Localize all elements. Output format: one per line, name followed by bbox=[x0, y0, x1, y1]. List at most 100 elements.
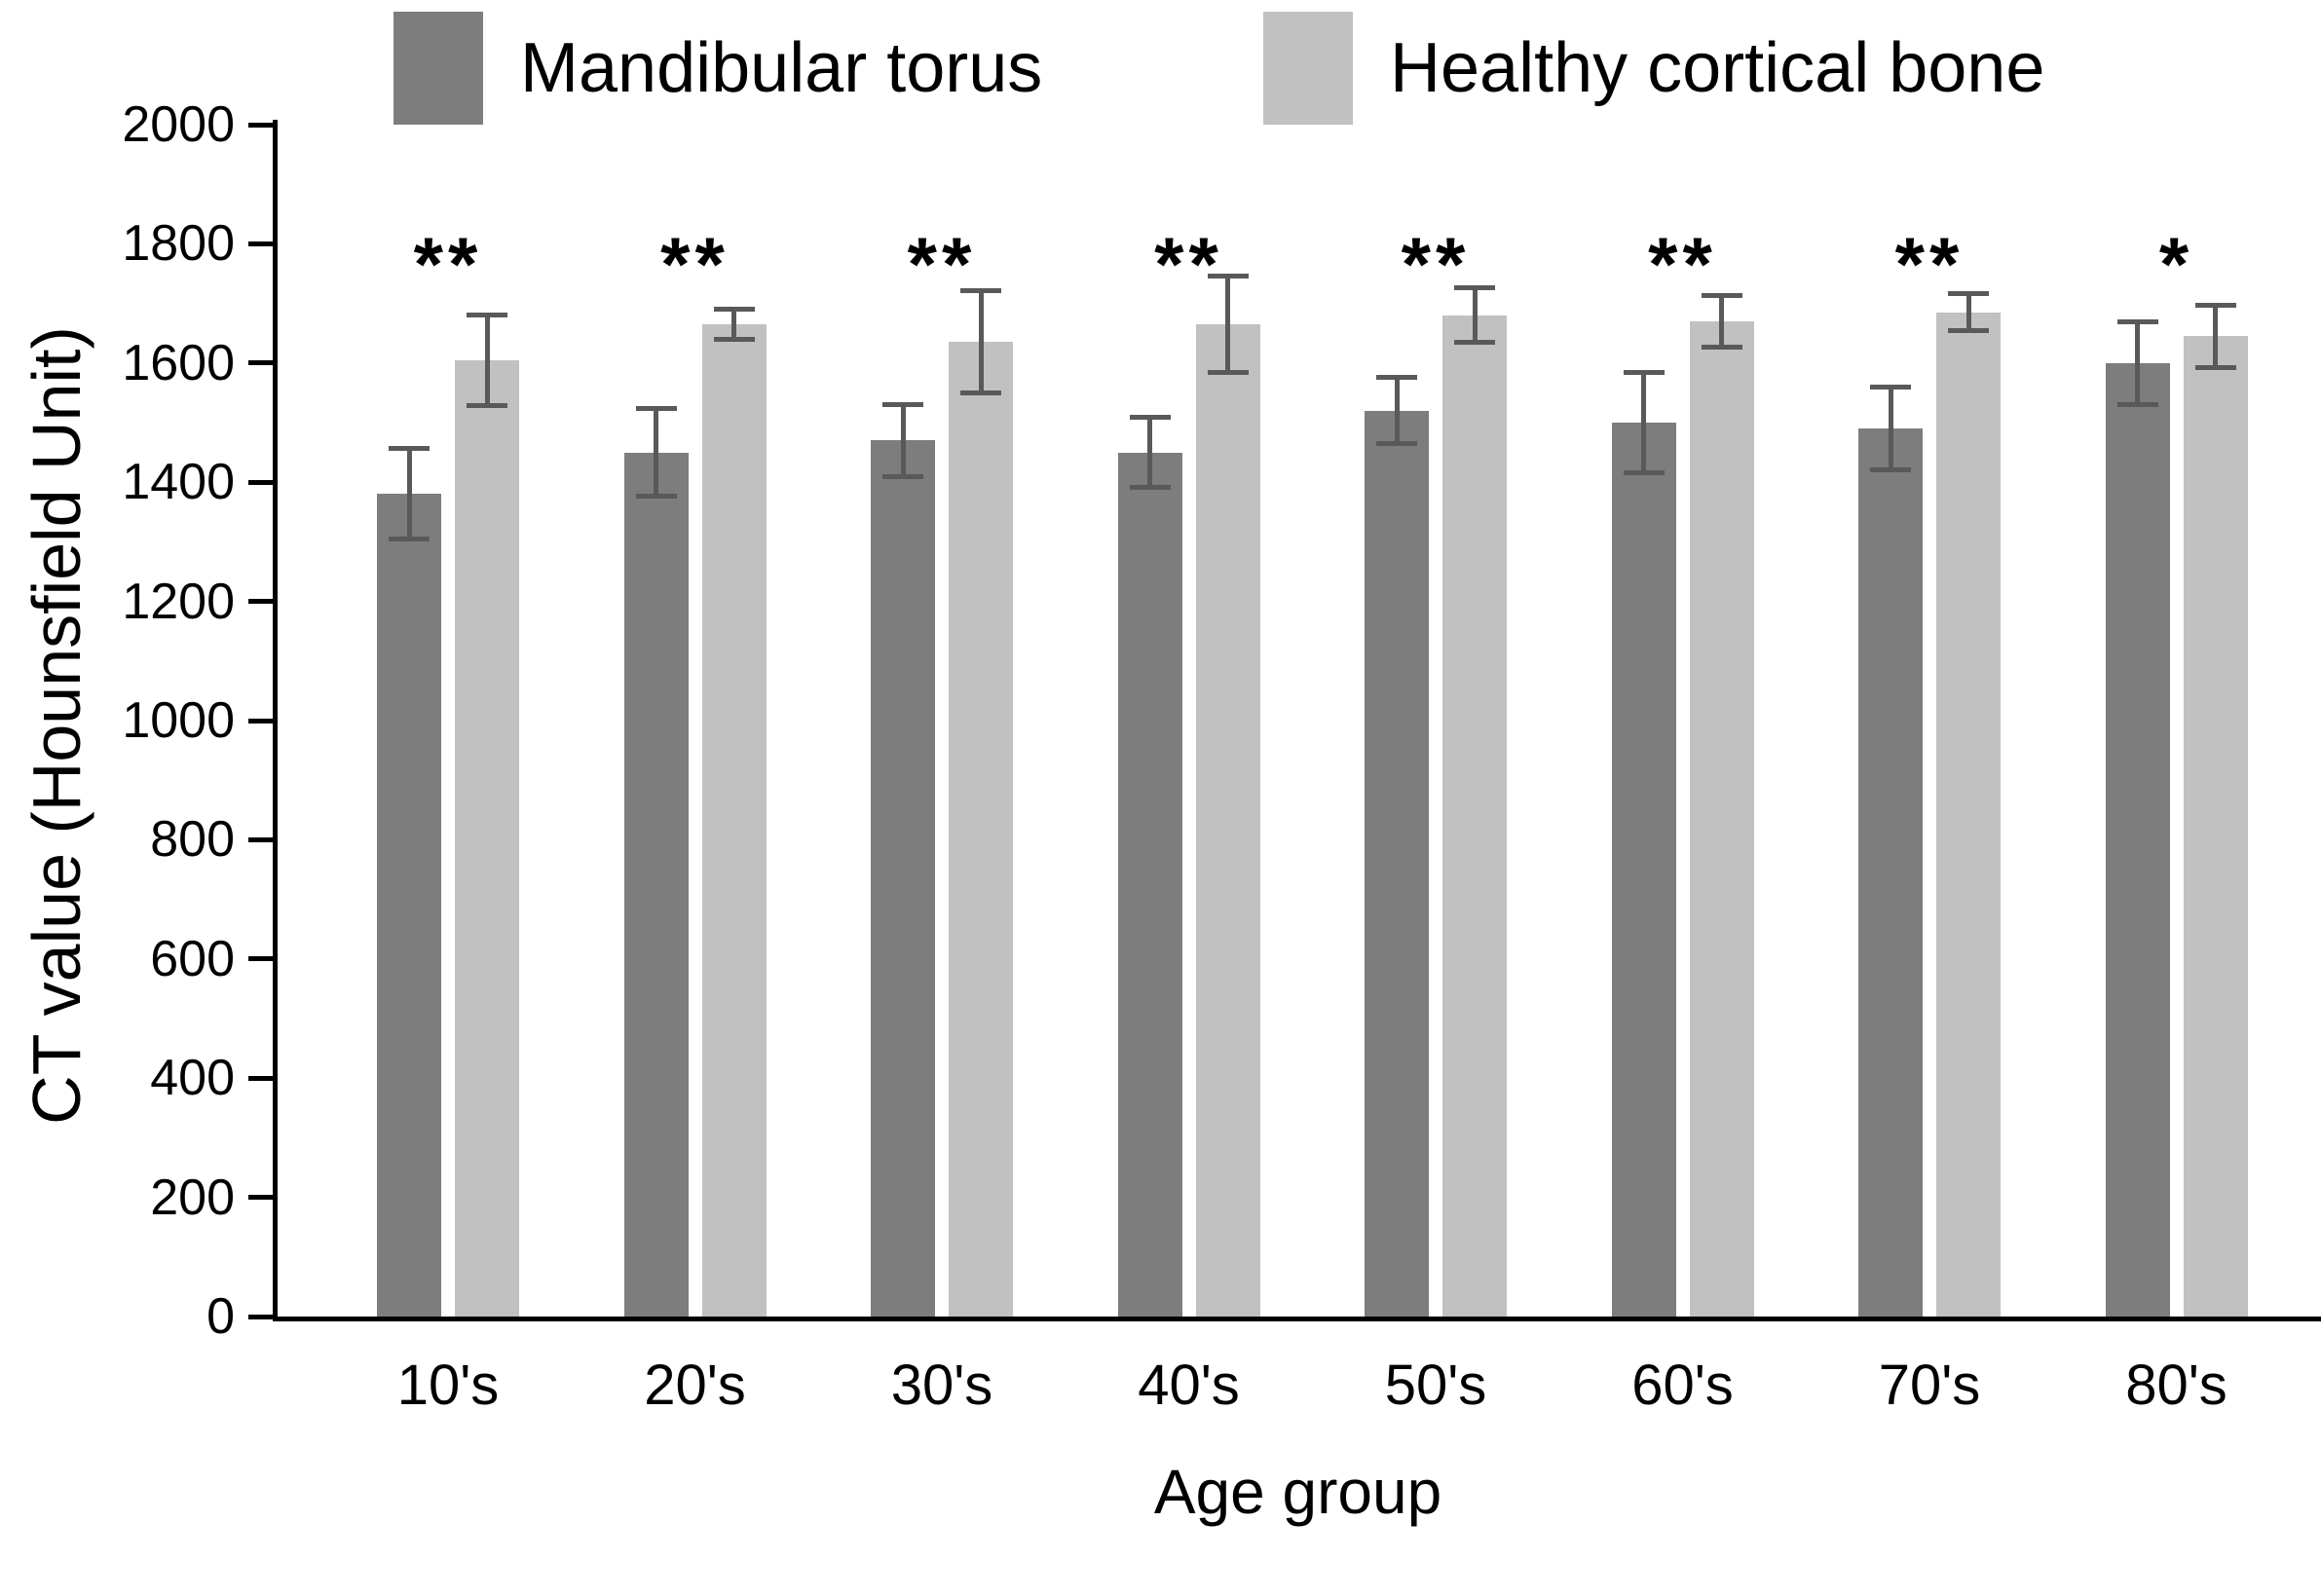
error-bar-mandibulartorus-20s bbox=[635, 405, 677, 500]
x-label-40s: 40's bbox=[1138, 1354, 1240, 1417]
bar-healthycorticalbone-50s bbox=[1442, 315, 1507, 1317]
error-bar-healthycorticalbone-70s bbox=[1948, 291, 1989, 334]
legend-label-healthy-cortical-bone: Healthy cortical bone bbox=[1390, 29, 2045, 107]
y-tick-label-2000: 2000 bbox=[122, 96, 235, 153]
significance-marker-50s: ** bbox=[1401, 221, 1471, 307]
error-bar-mandibulartorus-40s bbox=[1129, 415, 1171, 491]
x-label-80s: 80's bbox=[2125, 1354, 2227, 1417]
y-tick-label-1200: 1200 bbox=[122, 573, 235, 630]
x-axis-title: Age group bbox=[1153, 1457, 1442, 1527]
y-tick-label-1400: 1400 bbox=[122, 454, 235, 511]
x-label-60s: 60's bbox=[1631, 1354, 1734, 1417]
bar-group-60s: ** 60's bbox=[1611, 125, 1754, 1414]
y-tick-mark-2000: 2000 bbox=[122, 99, 278, 150]
error-bar-cap bbox=[882, 473, 923, 479]
significance-marker-70s: ** bbox=[1894, 221, 1965, 307]
significance-marker-20s: ** bbox=[660, 221, 730, 307]
error-bar-stem bbox=[2135, 318, 2140, 408]
error-bar-cap bbox=[713, 337, 755, 343]
error-bar-cap bbox=[1623, 469, 1665, 475]
y-tick-label-1600: 1600 bbox=[122, 334, 235, 391]
bar-healthycorticalbone-60s bbox=[1689, 320, 1754, 1317]
bar-healthycorticalbone-30s bbox=[949, 342, 1013, 1317]
error-bar-stem bbox=[1719, 293, 1724, 350]
y-tick-mark-1200: 1200 bbox=[122, 576, 278, 627]
error-bar-stem bbox=[1965, 291, 1971, 334]
significance-marker-40s: ** bbox=[1154, 221, 1223, 307]
error-bar-mandibulartorus-80s bbox=[2116, 318, 2158, 408]
error-bar-healthycorticalbone-80s bbox=[2194, 302, 2236, 370]
significance-marker-60s: ** bbox=[1648, 221, 1717, 307]
error-bar-mandibulartorus-50s bbox=[1376, 375, 1417, 447]
error-bar-cap bbox=[389, 537, 430, 542]
legend-swatch-mandibular-torus bbox=[393, 12, 483, 125]
error-bar-stem bbox=[654, 405, 658, 500]
error-bar-healthycorticalbone-20s bbox=[713, 306, 755, 343]
error-bar-cap bbox=[713, 306, 755, 312]
error-bar-cap bbox=[960, 288, 1001, 294]
bar-mandibulartorus-80s bbox=[2105, 362, 2170, 1317]
error-bar-stem bbox=[406, 446, 412, 542]
error-bar-stem bbox=[2213, 302, 2218, 370]
x-label-30s: 30's bbox=[890, 1354, 993, 1417]
error-bar-stem bbox=[1147, 415, 1152, 491]
y-tick-label-200: 200 bbox=[150, 1169, 235, 1226]
bar-healthycorticalbone-20s bbox=[701, 324, 767, 1317]
error-bar-cap bbox=[1454, 285, 1495, 291]
plot-area: 0 200 400 600 800 1000 1200 1400 1600 1800 2000 **… bbox=[122, 99, 2318, 1414]
bar-group-50s: ** 50's bbox=[1365, 125, 1507, 1414]
error-bar-healthycorticalbone-50s bbox=[1454, 285, 1495, 346]
bar-healthycorticalbone-80s bbox=[2183, 336, 2248, 1317]
bar-healthycorticalbone-70s bbox=[1936, 312, 2001, 1317]
bar-mandibulartorus-10s bbox=[377, 494, 441, 1317]
error-bar-cap bbox=[2116, 318, 2158, 324]
error-bar-cap bbox=[1948, 328, 1989, 334]
error-bar-mandibulartorus-60s bbox=[1623, 370, 1665, 475]
significance-marker-30s: ** bbox=[907, 221, 977, 307]
error-bar-stem bbox=[1472, 285, 1478, 346]
y-tick-mark-200: 200 bbox=[150, 1172, 278, 1223]
error-bar-cap bbox=[1948, 291, 1989, 297]
bar-group-80s: * 80's bbox=[2105, 125, 2248, 1414]
error-bar-cap bbox=[1207, 274, 1249, 278]
y-tick-label-800: 800 bbox=[150, 811, 235, 869]
y-tick-mark-800: 800 bbox=[150, 814, 278, 865]
bar-mandibulartorus-30s bbox=[871, 440, 935, 1317]
bar-group-20s: ** 20's bbox=[623, 125, 767, 1414]
error-bar-cap bbox=[1701, 344, 1742, 350]
y-tick-mark-600: 600 bbox=[150, 934, 278, 984]
y-axis-title: CT value (Hounsfield Unit) bbox=[19, 326, 94, 1125]
y-tick-mark-1400: 1400 bbox=[122, 457, 278, 507]
bar-group-10s: ** 10's bbox=[377, 125, 519, 1414]
y-tick-mark-1800: 1800 bbox=[122, 218, 278, 269]
y-tick-label-1000: 1000 bbox=[122, 692, 235, 749]
x-label-20s: 20's bbox=[644, 1354, 746, 1417]
error-bar-cap bbox=[1870, 384, 1911, 390]
error-bar-cap bbox=[1623, 370, 1665, 376]
error-bar-cap bbox=[1454, 340, 1495, 346]
error-bar-cap bbox=[1129, 415, 1171, 421]
y-tick-mark-0: 0 bbox=[206, 1291, 278, 1342]
error-bar-cap bbox=[1701, 293, 1742, 299]
error-bar-cap bbox=[1376, 375, 1417, 381]
error-bar-cap bbox=[882, 402, 923, 408]
bar-group-40s: ** 40's bbox=[1117, 125, 1260, 1414]
error-bar-stem bbox=[1394, 375, 1400, 447]
error-bar-stem bbox=[1225, 274, 1230, 376]
error-bar-stem bbox=[1888, 384, 1893, 473]
bar-mandibulartorus-60s bbox=[1611, 423, 1676, 1317]
error-bar-healthycorticalbone-30s bbox=[960, 288, 1001, 396]
bar-mandibulartorus-20s bbox=[623, 452, 689, 1317]
x-label-70s: 70's bbox=[1878, 1354, 1981, 1417]
legend-label-mandibular-torus: Mandibular torus bbox=[520, 29, 1043, 107]
error-bar-stem bbox=[731, 306, 736, 343]
y-tick-mark-1600: 1600 bbox=[122, 338, 278, 389]
error-bar-cap bbox=[389, 446, 430, 452]
bar-mandibulartorus-70s bbox=[1858, 428, 1923, 1317]
error-bar-stem bbox=[900, 402, 906, 479]
error-bar-stem bbox=[1641, 370, 1646, 475]
bar-healthycorticalbone-40s bbox=[1195, 324, 1260, 1317]
bar-mandibulartorus-50s bbox=[1365, 410, 1429, 1317]
error-bar-cap bbox=[2194, 364, 2236, 370]
